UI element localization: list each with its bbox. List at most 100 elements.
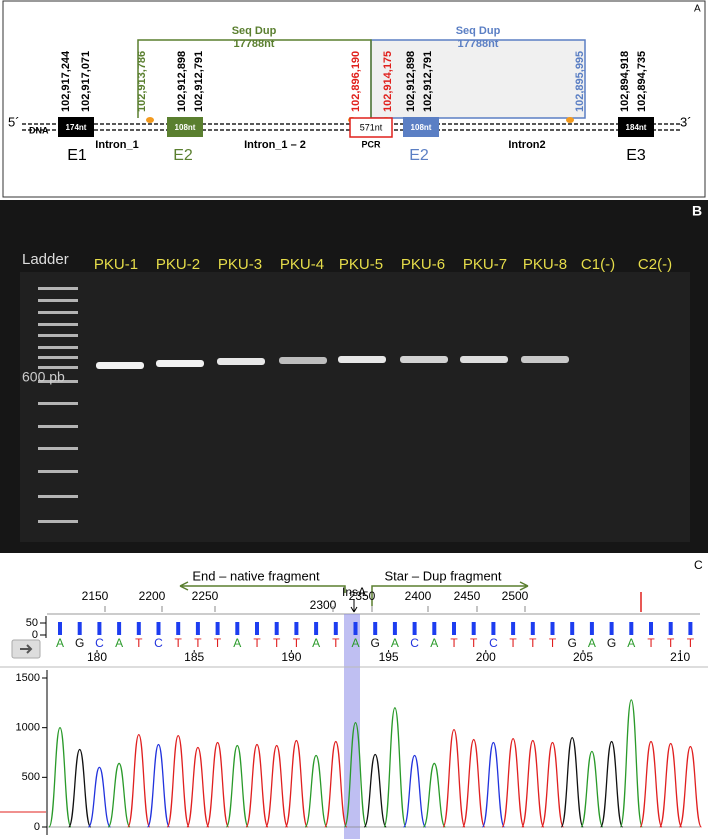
quality-bar	[117, 622, 122, 635]
ruler-label: 2250	[192, 589, 219, 603]
lane-label: PKU-7	[463, 256, 507, 273]
sample-band	[521, 356, 569, 363]
chromatogram-peak	[659, 742, 683, 828]
intensity-tick: 0	[34, 821, 40, 833]
intensity-tick: 500	[22, 771, 40, 783]
quality-bar	[373, 622, 378, 635]
ladder-band	[38, 366, 78, 369]
base-call: A	[351, 636, 359, 650]
base-call: C	[154, 636, 163, 650]
base-call: T	[549, 636, 557, 650]
exon-size: 174nt	[66, 123, 87, 132]
base-call: A	[588, 636, 596, 650]
exon-name: E3	[626, 147, 646, 164]
exon-name: E1	[67, 147, 87, 164]
chromatogram-peak	[678, 745, 703, 828]
ruler-label: 2400	[405, 589, 432, 603]
coordinate: 102,912,791	[422, 51, 434, 112]
quality-bar	[570, 622, 575, 635]
base-call: A	[312, 636, 320, 650]
highlight	[344, 614, 360, 839]
quality-bar	[294, 622, 299, 635]
chromatogram-peak	[639, 740, 663, 828]
quality-bar	[609, 622, 614, 635]
coordinate: 102,917,071	[80, 51, 92, 112]
quality-bar	[274, 622, 279, 635]
coordinate: 102,894,735	[636, 51, 648, 112]
ladder-band	[38, 346, 78, 349]
sample-band	[96, 362, 144, 369]
chromatogram-peak	[186, 746, 210, 828]
quality-bar	[471, 622, 476, 635]
base-call: T	[687, 636, 695, 650]
lane-label: PKU-2	[156, 256, 200, 273]
intensity-tick: 1000	[16, 722, 40, 734]
chromatogram-peak	[599, 740, 624, 828]
chromatogram-peak	[383, 707, 407, 828]
chromatogram-peak	[265, 744, 289, 828]
sample-band	[338, 356, 386, 363]
dup-length: 17788nt	[458, 38, 499, 50]
dna-label: DNA	[29, 125, 49, 135]
chromatogram-peak	[304, 754, 328, 828]
base-call: A	[115, 636, 123, 650]
pcr-label: PCR	[361, 139, 381, 149]
quality-bar	[156, 622, 161, 635]
coordinate: 102,914,175	[382, 51, 394, 112]
dup-title: Seq Dup	[232, 25, 277, 37]
insertion-arrow	[350, 599, 358, 613]
chromatogram-peak	[462, 738, 486, 828]
lane-label: PKU-5	[339, 256, 383, 273]
panel-label: B	[692, 203, 702, 219]
exon-name: E2	[173, 147, 193, 164]
base-call: T	[332, 636, 340, 650]
chromatogram-peak	[225, 744, 249, 828]
quality-bar	[412, 622, 417, 635]
intron-label: Intron_1 – 2	[244, 139, 306, 151]
ruler-label: 2500	[502, 589, 529, 603]
lane-label: C2(-)	[638, 256, 672, 273]
primer-site	[566, 117, 574, 123]
coordinate: 102,912,791	[193, 51, 205, 112]
quality-bar	[452, 622, 456, 635]
fragment-label: Star – Dup fragment	[384, 568, 501, 583]
quality-bar	[432, 622, 437, 635]
dup-title: Seq Dup	[456, 25, 501, 37]
ladder-band	[38, 447, 78, 450]
quality-bar	[58, 622, 62, 635]
lane-label: PKU-4	[280, 256, 324, 273]
chromatogram-peak	[442, 729, 466, 828]
base-call: T	[667, 636, 675, 650]
quality-bar	[333, 622, 338, 635]
three-prime: 3´	[680, 114, 692, 129]
ruler-label: 2200	[139, 589, 166, 603]
base-call: T	[509, 636, 517, 650]
ladder-band	[38, 323, 78, 326]
ruler-label: 2350	[349, 589, 376, 603]
quality-tick: 50	[26, 617, 38, 629]
base-call: T	[450, 636, 458, 650]
quality-bar	[629, 622, 634, 635]
coordinate: 102,913,786	[136, 51, 148, 112]
base-tick: 185	[184, 650, 204, 664]
base-call: T	[647, 636, 655, 650]
dup-region	[370, 39, 586, 119]
panel-a-frame	[2, 0, 706, 198]
panel-label: C	[694, 558, 703, 572]
lane-label: PKU-1	[94, 256, 138, 273]
exon-box	[58, 117, 94, 137]
exon-name: E2	[409, 147, 429, 164]
chromatogram-peak	[422, 762, 446, 828]
coordinate: 102,896,190	[350, 51, 362, 112]
intron-label: Intron2	[508, 139, 545, 151]
base-call: G	[607, 636, 616, 650]
fragment-arrow	[179, 581, 346, 593]
base-call: T	[214, 636, 222, 650]
chromatogram-peak	[284, 739, 309, 828]
ladder-band	[38, 470, 78, 473]
chromatogram-peak	[560, 736, 584, 828]
base-call: C	[410, 636, 419, 650]
chromatogram-peak	[580, 750, 604, 828]
insertion-label: InsA	[342, 585, 366, 599]
base-call: T	[529, 636, 537, 650]
